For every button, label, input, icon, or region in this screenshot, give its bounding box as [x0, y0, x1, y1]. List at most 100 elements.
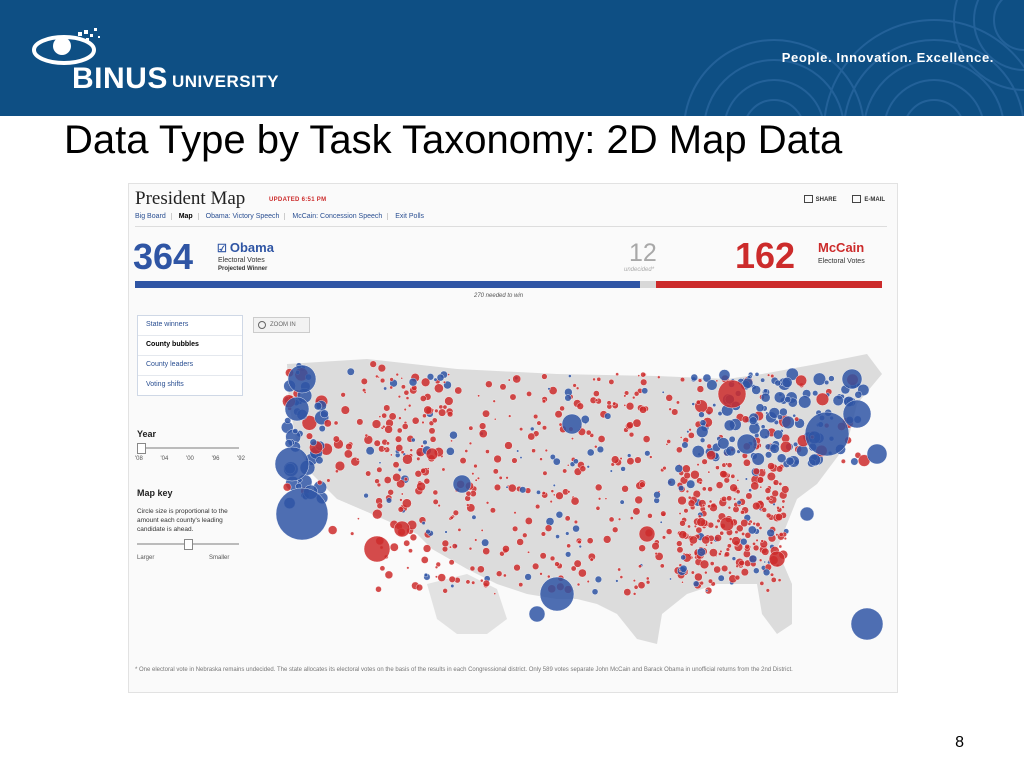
county-bubble — [420, 444, 424, 448]
county-bubble — [691, 445, 705, 458]
county-bubble — [721, 496, 727, 502]
county-bubble — [466, 503, 470, 507]
county-bubble — [712, 403, 717, 408]
undecided-votes: 12 — [629, 239, 657, 267]
county-bubble — [687, 499, 696, 508]
county-bubble — [750, 481, 760, 491]
menu-item-voting-shifts[interactable]: Voting shifts — [146, 381, 184, 388]
county-bubble-map[interactable] — [257, 334, 887, 659]
year-slider-track[interactable] — [137, 447, 239, 449]
undecided-label: undecided* — [624, 267, 655, 273]
zoom-in-button[interactable]: ZOOM IN — [253, 317, 310, 333]
county-bubble — [468, 441, 473, 445]
county-bubble — [714, 524, 719, 529]
county-bubble — [704, 570, 708, 575]
county-bubble — [690, 470, 700, 480]
tab-mccain-concession-speech[interactable]: McCain: Concession Speech — [292, 213, 389, 220]
county-bubble — [519, 486, 527, 494]
county-bubble — [513, 564, 521, 572]
email-button[interactable]: E-MAIL — [852, 195, 885, 203]
county-bubble — [465, 579, 471, 585]
county-bubble — [527, 550, 530, 554]
county-bubble — [437, 504, 441, 508]
county-bubble — [315, 456, 324, 465]
county-bubble — [760, 424, 766, 430]
county-bubble — [717, 437, 730, 450]
year-tick[interactable]: '92 — [237, 456, 245, 462]
year-tick[interactable]: '96 — [211, 456, 220, 462]
county-bubble — [549, 555, 556, 562]
county-bubble — [692, 580, 700, 588]
year-tick[interactable]: '00 — [186, 456, 194, 462]
county-bubble — [585, 429, 592, 436]
year-slider-handle[interactable] — [137, 443, 146, 454]
county-bubble — [532, 562, 540, 570]
county-bubble — [784, 396, 792, 403]
county-bubble — [595, 483, 603, 492]
county-bubble — [549, 454, 556, 460]
county-bubble — [570, 565, 577, 572]
county-bubble — [728, 435, 736, 443]
county-bubble — [812, 390, 819, 397]
menu-item-county-leaders[interactable]: County leaders — [138, 356, 242, 376]
year-tick[interactable]: '04 — [160, 456, 169, 462]
county-bubble — [473, 463, 478, 469]
year-tick[interactable]: '08 — [135, 456, 143, 462]
county-bubble — [615, 372, 619, 376]
county-bubble — [422, 439, 428, 445]
county-bubble — [567, 490, 571, 494]
county-bubble — [709, 503, 718, 512]
county-bubble — [425, 529, 431, 535]
county-bubble — [395, 435, 402, 443]
bubble-size-slider-handle[interactable] — [184, 539, 193, 550]
county-bubble — [374, 478, 380, 484]
slide-number: 8 — [955, 734, 964, 751]
tab-map[interactable]: Map — [178, 213, 199, 220]
tab-obama-victory-speech[interactable]: Obama: Victory Speech — [205, 213, 286, 220]
county-bubble — [734, 530, 739, 535]
county-bubble — [659, 563, 665, 569]
county-bubble — [695, 399, 701, 405]
county-bubble — [334, 460, 346, 472]
county-bubble — [755, 522, 761, 528]
brand-sub: UNIVERSITY — [172, 72, 280, 91]
menu-item-state-winners[interactable]: State winners — [138, 316, 242, 336]
county-bubble — [549, 500, 553, 504]
county-bubble — [287, 364, 317, 394]
county-bubble — [416, 456, 421, 461]
county-bubble — [708, 499, 713, 504]
county-bubble — [627, 453, 632, 458]
county-bubble — [559, 405, 565, 412]
county-bubble — [772, 479, 780, 486]
county-bubble — [435, 575, 438, 579]
share-button[interactable]: SHARE — [803, 195, 837, 203]
county-bubble — [482, 579, 490, 587]
county-bubble — [552, 457, 561, 466]
county-bubble — [592, 377, 596, 382]
menu-item-county-bubbles[interactable]: County bubbles — [138, 336, 242, 356]
county-bubble — [773, 429, 784, 440]
county-bubble — [544, 524, 553, 532]
county-bubble — [736, 479, 740, 482]
county-bubble — [441, 546, 449, 553]
county-bubble — [649, 455, 653, 459]
tab-exit-polls[interactable]: Exit Polls — [395, 213, 425, 220]
county-bubble — [434, 383, 444, 394]
county-bubble — [411, 416, 420, 425]
tab-big-board[interactable]: Big Board — [135, 213, 172, 220]
county-bubble — [645, 576, 650, 581]
county-bubble — [716, 518, 721, 523]
county-bubble — [763, 388, 769, 394]
map-page-title: President Map — [135, 188, 246, 209]
county-bubble — [432, 498, 439, 505]
obama-electoral-label: Electoral Votes — [218, 257, 265, 264]
county-bubble — [408, 403, 412, 408]
county-bubble — [653, 491, 661, 499]
county-bubble — [674, 464, 683, 473]
county-bubble — [769, 443, 780, 454]
county-bubble — [513, 511, 517, 515]
county-bubble — [415, 583, 423, 592]
county-bubble — [731, 536, 741, 546]
county-bubble — [558, 422, 563, 427]
county-bubble — [763, 468, 766, 472]
